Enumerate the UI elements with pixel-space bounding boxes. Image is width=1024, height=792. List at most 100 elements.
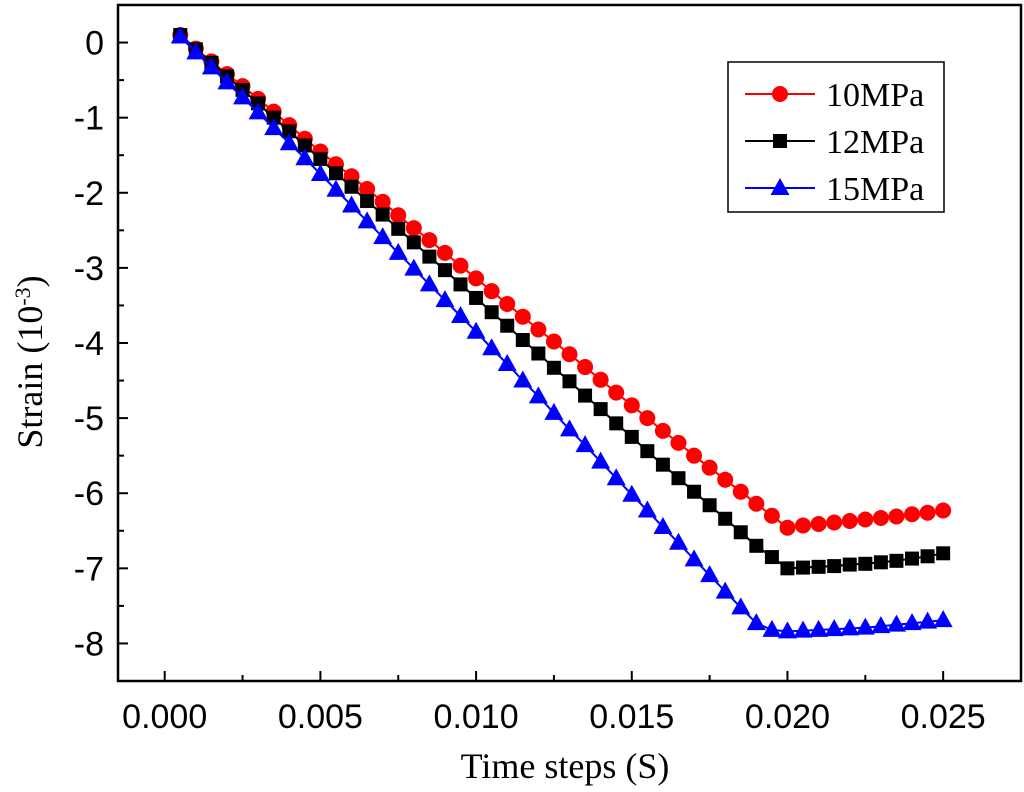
data-point bbox=[609, 416, 624, 431]
data-point bbox=[390, 207, 407, 224]
data-point bbox=[622, 484, 642, 502]
data-point bbox=[606, 468, 626, 486]
data-point bbox=[328, 166, 343, 181]
data-point bbox=[578, 388, 593, 403]
data-point bbox=[873, 555, 888, 570]
data-point bbox=[326, 179, 346, 197]
data-point bbox=[279, 133, 299, 151]
data-point bbox=[841, 513, 858, 530]
data-point bbox=[170, 26, 190, 44]
data-point bbox=[282, 124, 297, 139]
data-point bbox=[482, 338, 502, 356]
data-point bbox=[468, 270, 485, 287]
data-point bbox=[701, 459, 718, 476]
data-point bbox=[872, 510, 889, 527]
data-point bbox=[186, 42, 206, 60]
data-point bbox=[857, 511, 874, 528]
data-point bbox=[437, 263, 452, 278]
x-tick-label: 0.015 bbox=[589, 698, 674, 736]
legend-entry: 12MPa bbox=[745, 124, 924, 161]
data-point bbox=[545, 333, 562, 350]
y-tick-label: -8 bbox=[74, 625, 104, 663]
data-point bbox=[342, 195, 362, 213]
data-point bbox=[889, 553, 904, 568]
data-point bbox=[702, 498, 717, 513]
data-point bbox=[295, 148, 315, 166]
data-point bbox=[779, 519, 796, 536]
data-point bbox=[421, 232, 438, 249]
data-point bbox=[388, 242, 408, 260]
x-tick-label: 0.025 bbox=[901, 698, 986, 736]
data-point bbox=[217, 72, 237, 90]
data-point bbox=[732, 483, 749, 500]
y-tick-label: 0 bbox=[85, 25, 104, 63]
data-point bbox=[623, 397, 640, 414]
data-point bbox=[484, 305, 499, 320]
data-point bbox=[842, 557, 857, 572]
data-point bbox=[637, 500, 657, 518]
y-axis-title: Strain (10-3) bbox=[10, 275, 51, 448]
data-point bbox=[749, 538, 764, 553]
data-point bbox=[419, 274, 439, 292]
data-point bbox=[731, 597, 751, 615]
data-point bbox=[435, 290, 455, 308]
data-point bbox=[811, 559, 826, 574]
data-point bbox=[717, 471, 734, 488]
data-point bbox=[904, 506, 921, 523]
data-point bbox=[793, 620, 813, 638]
data-point bbox=[531, 346, 546, 361]
data-point bbox=[266, 110, 281, 125]
data-point bbox=[546, 360, 561, 375]
data-point bbox=[824, 619, 844, 637]
data-point bbox=[871, 616, 891, 634]
data-point bbox=[886, 614, 906, 632]
data-point bbox=[575, 435, 595, 453]
data-point bbox=[733, 525, 748, 540]
y-axis-title-main: Strain (10 bbox=[10, 306, 50, 449]
data-point bbox=[935, 502, 952, 519]
data-point bbox=[902, 613, 922, 631]
data-point bbox=[375, 207, 390, 222]
data-point bbox=[936, 546, 951, 561]
data-point bbox=[374, 193, 391, 210]
data-point bbox=[514, 308, 531, 325]
data-point bbox=[591, 451, 611, 469]
data-point bbox=[515, 332, 530, 347]
y-tick-label: -5 bbox=[74, 400, 104, 438]
data-point bbox=[746, 613, 766, 631]
data-point bbox=[933, 610, 953, 628]
data-point bbox=[919, 504, 936, 521]
data-point bbox=[826, 514, 843, 531]
data-point bbox=[796, 560, 811, 575]
data-point bbox=[748, 495, 765, 512]
data-point bbox=[592, 371, 609, 388]
data-point bbox=[718, 511, 733, 526]
y-axis-ticks: 0 -1 -2 -3 -4 -5 -6 -7 -8 bbox=[74, 25, 128, 682]
data-point bbox=[639, 410, 656, 427]
y-axis-title-close: ) bbox=[10, 275, 50, 287]
data-point bbox=[264, 118, 284, 136]
data-point bbox=[404, 258, 424, 276]
data-point bbox=[684, 549, 704, 567]
data-point bbox=[313, 151, 328, 166]
data-point bbox=[422, 249, 437, 264]
data-point bbox=[357, 211, 377, 229]
data-point bbox=[248, 102, 268, 120]
legend-entry: 15MPa bbox=[745, 171, 924, 208]
data-point bbox=[513, 370, 533, 388]
x-tick-label: 0.000 bbox=[122, 698, 207, 736]
data-point bbox=[762, 619, 782, 637]
y-tick-label: -4 bbox=[74, 325, 104, 363]
legend-label: 12MPa bbox=[826, 124, 924, 161]
legend-marker bbox=[770, 178, 790, 195]
data-point bbox=[436, 244, 453, 261]
series-layer bbox=[170, 26, 953, 639]
y-tick-label: -2 bbox=[74, 175, 104, 213]
legend-marker bbox=[772, 86, 788, 102]
y-axis-title-exponent: -3 bbox=[10, 287, 35, 305]
data-point bbox=[795, 517, 812, 534]
data-point bbox=[373, 227, 393, 245]
data-point bbox=[686, 447, 703, 464]
legend-marker bbox=[773, 134, 787, 148]
